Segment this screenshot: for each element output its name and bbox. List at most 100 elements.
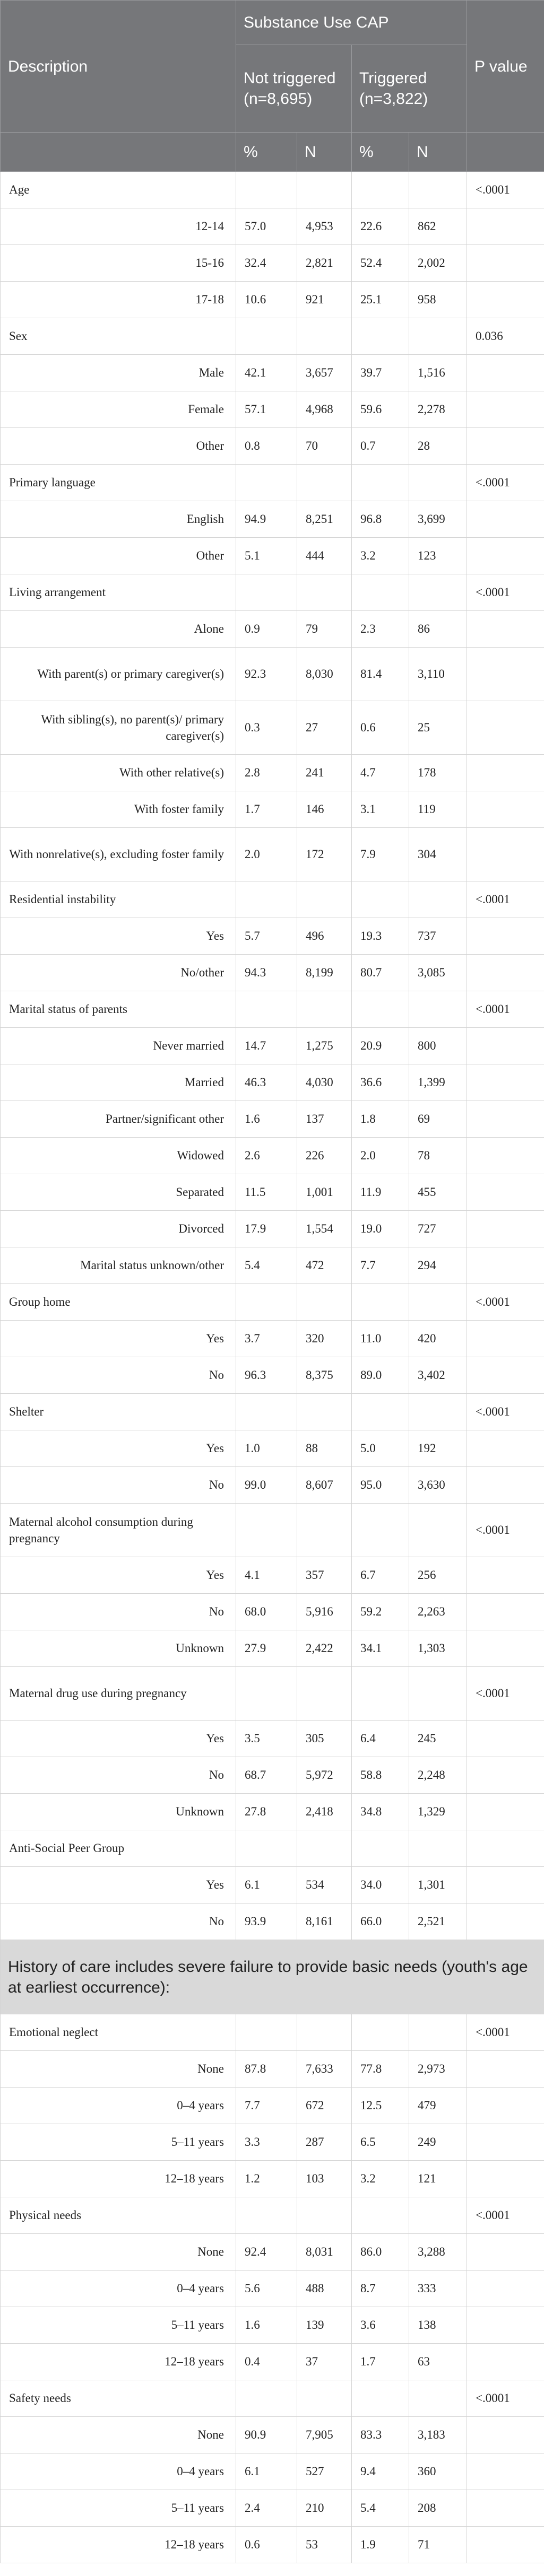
empty-cell (236, 1283, 297, 1321)
value-cell: 46.3 (236, 1064, 297, 1101)
value-cell: 59.2 (351, 1593, 409, 1630)
value-cell: 10.6 (236, 281, 297, 318)
value-cell: 1,275 (297, 1027, 352, 1064)
value-cell: 245 (408, 1720, 468, 1757)
data-row: No 99.0 8,607 95.0 3,630 (0, 1466, 544, 1504)
empty-cell (408, 1503, 468, 1557)
value-cell: 305 (297, 1720, 352, 1757)
value-cell: 7.7 (236, 2087, 297, 2124)
empty-cell (236, 881, 297, 918)
p-cell: <.0001 (467, 1283, 544, 1321)
row-label: 0–4 years (0, 2453, 236, 2490)
data-row: None 87.8 7,633 77.8 2,973 (0, 2050, 544, 2088)
banner-cell: History of care includes severe failure … (0, 1940, 544, 2014)
row-label: None (0, 2233, 236, 2271)
value-cell: 2,973 (408, 2050, 468, 2088)
value-cell: 19.0 (351, 1210, 409, 1247)
value-cell: 68.7 (236, 1757, 297, 1794)
data-row: Unknown 27.9 2,422 34.1 1,303 (0, 1630, 544, 1667)
p-cell: <.0001 (467, 2014, 544, 2051)
value-cell: 103 (297, 2160, 352, 2197)
data-row: Yes 1.0 88 5.0 192 (0, 1430, 544, 1467)
data-row: 0–4 years 5.6 488 8.7 333 (0, 2270, 544, 2307)
value-cell: 6.1 (236, 2453, 297, 2490)
empty-cell (408, 2380, 468, 2417)
empty-cell (297, 1830, 352, 1867)
empty-cell (408, 2014, 468, 2051)
value-cell: 90.9 (236, 2416, 297, 2453)
row-label: 5–11 years (0, 2490, 236, 2527)
p-cell (467, 2233, 544, 2271)
data-row: 12–18 years 1.2 103 3.2 121 (0, 2160, 544, 2197)
section-label: Living arrangement (0, 574, 236, 611)
value-cell: 5,916 (297, 1593, 352, 1630)
data-row: Unknown 27.8 2,418 34.8 1,329 (0, 1793, 544, 1830)
value-cell: 2.6 (236, 1137, 297, 1174)
data-row: With other relative(s) 2.8 241 4.7 178 (0, 754, 544, 791)
row-label: None (0, 2416, 236, 2453)
row-label: No (0, 1757, 236, 1794)
data-row: With foster family 1.7 146 3.1 119 (0, 791, 544, 828)
empty-cell (297, 171, 352, 208)
empty-cell (236, 464, 297, 501)
value-cell: 0.7 (351, 427, 409, 465)
value-cell: 81.4 (351, 647, 409, 701)
p-cell (467, 1430, 544, 1467)
p-cell (467, 1557, 544, 1594)
empty-cell (408, 1830, 468, 1867)
p-cell (467, 610, 544, 648)
data-row: Alone 0.9 79 2.3 86 (0, 610, 544, 648)
value-cell: 25 (408, 701, 468, 755)
value-cell: 86.0 (351, 2233, 409, 2271)
p-cell (467, 1593, 544, 1630)
data-row: With parent(s) or primary caregiver(s) 92… (0, 647, 544, 701)
p-cell (467, 1357, 544, 1394)
section-row: Physical needs <.0001 (0, 2197, 544, 2234)
value-cell: 1,301 (408, 1866, 468, 1903)
section-row: Marital status of parents <.0001 (0, 991, 544, 1028)
empty-cell (297, 574, 352, 611)
value-cell: 1.8 (351, 1101, 409, 1138)
header-cell: N (408, 132, 468, 172)
data-row: 0–4 years 7.7 672 12.5 479 (0, 2087, 544, 2124)
value-cell: 3,630 (408, 1466, 468, 1504)
value-cell: 672 (297, 2087, 352, 2124)
value-cell: 455 (408, 1174, 468, 1211)
value-cell: 0.3 (236, 701, 297, 755)
empty-cell (351, 171, 409, 208)
empty-cell (351, 1666, 409, 1721)
row-label: No (0, 1466, 236, 1504)
value-cell: 36.6 (351, 1064, 409, 1101)
data-row: Female 57.1 4,968 59.6 2,278 (0, 391, 544, 428)
row-label: No/other (0, 954, 236, 991)
row-label: No (0, 1903, 236, 1940)
p-cell (467, 1064, 544, 1101)
row-label: 0–4 years (0, 2087, 236, 2124)
p-cell (467, 2307, 544, 2344)
p-cell (467, 501, 544, 538)
value-cell: 42.1 (236, 354, 297, 391)
value-cell: 77.8 (351, 2050, 409, 2088)
p-cell (467, 1720, 544, 1757)
data-row: Yes 4.1 357 6.7 256 (0, 1557, 544, 1594)
value-cell: 87.8 (236, 2050, 297, 2088)
value-cell: 0.6 (351, 701, 409, 755)
data-row: 0–4 years 6.1 527 9.4 360 (0, 2453, 544, 2490)
value-cell: 57.1 (236, 391, 297, 428)
value-cell: 0.4 (236, 2343, 297, 2380)
value-cell: 3.7 (236, 1320, 297, 1357)
p-cell (467, 354, 544, 391)
header-cell: % (236, 132, 297, 172)
section-label: Group home (0, 1283, 236, 1321)
row-label: 12–18 years (0, 2160, 236, 2197)
value-cell: 8,161 (297, 1903, 352, 1940)
header-cell: Substance Use CAP (235, 0, 468, 45)
section-label: Safety needs (0, 2380, 236, 2417)
empty-cell (408, 2197, 468, 2234)
value-cell: 34.1 (351, 1630, 409, 1667)
value-cell: 800 (408, 1027, 468, 1064)
data-row: None 92.4 8,031 86.0 3,288 (0, 2233, 544, 2271)
empty-cell (351, 2014, 409, 2051)
empty-cell (236, 1666, 297, 1721)
value-cell: 78 (408, 1137, 468, 1174)
